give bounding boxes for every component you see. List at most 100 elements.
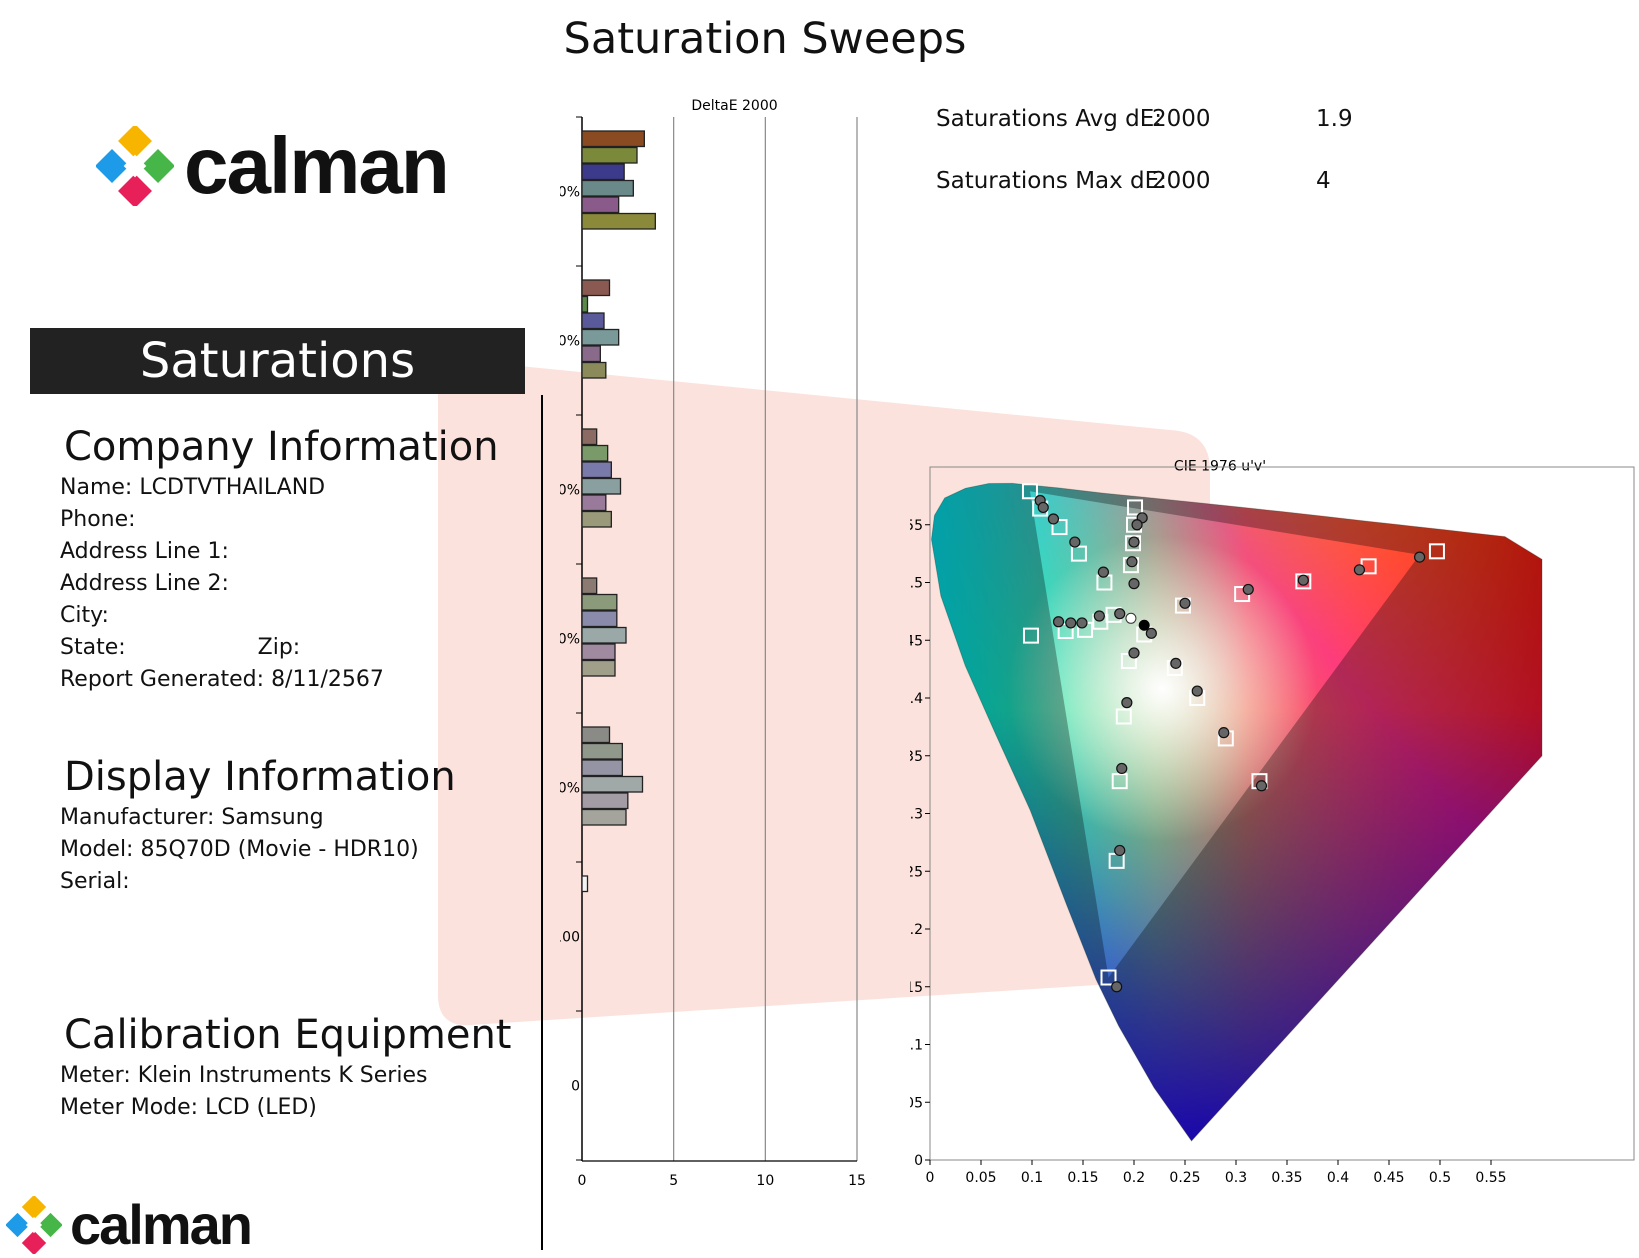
cie-y-tick-label: 0 [914, 1153, 923, 1169]
phone-label: Phone: [60, 507, 136, 532]
model-value: 85Q70D (Movie - HDR10) [140, 837, 419, 862]
max-de-standard: 2000 [1152, 168, 1211, 194]
cie-x-tick-label: 0.5 [1429, 1170, 1451, 1186]
measured-point [1128, 647, 1140, 659]
white-target-point [1125, 612, 1137, 624]
report-value: 8/11/2567 [271, 667, 384, 692]
avg-de-label: Saturations Avg dE: [936, 106, 1162, 132]
target-square [1127, 499, 1144, 516]
address1-label: Address Line 1: [60, 539, 229, 564]
target-square [1021, 483, 1038, 500]
deltae-bar [581, 875, 589, 893]
bar-category-label: 40% [560, 632, 580, 648]
display-info: Manufacturer: Samsung Model: 85Q70D (Mov… [60, 802, 419, 898]
measured-point [1069, 536, 1081, 548]
target-square [1428, 543, 1445, 560]
bar-category-label: 60% [560, 483, 580, 499]
measured-point [1114, 608, 1126, 620]
max-de-value: 4 [1316, 168, 1331, 194]
address2-label: Address Line 2: [60, 571, 229, 596]
state-label: State: [60, 635, 126, 660]
measured-point [1037, 501, 1049, 514]
name-value: LCDTVTHAILAND [139, 475, 326, 500]
deltae-bar [581, 610, 618, 628]
measured-point [1128, 536, 1140, 548]
measured-point [1076, 617, 1088, 629]
bar-category-label: 80% [560, 334, 580, 350]
model-label: Model: [60, 837, 134, 862]
target-square [1070, 545, 1087, 562]
measured-point [1145, 627, 1157, 639]
measured-point [1218, 727, 1230, 739]
cie-y-tick-label: 0.5 [910, 576, 923, 592]
cie-x-tick-label: 0.2 [1123, 1170, 1145, 1186]
calman-diamond-icon [96, 126, 174, 206]
bar-category-label: 0 [571, 1079, 580, 1095]
cie-y-tick-label: 0.3 [910, 807, 923, 823]
equipment-info: Meter: Klein Instruments K Series Meter … [60, 1060, 427, 1124]
measured-point [1114, 844, 1126, 857]
cie-x-tick-label: 0.05 [965, 1170, 996, 1186]
deltae-bar [581, 808, 627, 826]
measured-point [1065, 617, 1077, 629]
report-label: Report Generated: [60, 667, 265, 692]
meter-mode-value: LCD (LED) [205, 1095, 317, 1120]
page-title: Saturation Sweeps [563, 14, 967, 64]
deltae-bar [581, 643, 616, 661]
meter-label: Meter: [60, 1063, 131, 1088]
deltae-bar-chart: DeltaE 2000 0 5 10 15 100% 80% 60% 40% 20% 100 0 [560, 98, 866, 1189]
deltae-bar [581, 428, 598, 446]
equipment-heading: Calibration Equipment [64, 1012, 512, 1058]
measured-point [1242, 583, 1254, 596]
measured-point [1111, 981, 1123, 993]
deltae-bar [581, 345, 601, 363]
target-square [1100, 969, 1117, 986]
cie-x-tick-label: 0.35 [1271, 1170, 1302, 1186]
company-heading: Company Information [64, 424, 499, 470]
cie-y-tick-label: 0.45 [910, 633, 923, 649]
measured-point [1126, 556, 1138, 568]
deltae-bar [581, 361, 607, 379]
deltae-bar [581, 196, 620, 214]
cie-x-tick-label: 0 [926, 1170, 935, 1186]
meter-value: Klein Instruments K Series [137, 1063, 428, 1088]
vertical-divider [541, 395, 543, 1250]
bar-category-label: 100% [560, 185, 580, 201]
deltae-bar [581, 494, 607, 512]
calman-diamond-icon [6, 1195, 62, 1254]
measured-point [1353, 564, 1366, 576]
section-banner: Saturations [30, 328, 525, 394]
cie-x-tick-label: 0.1 [1021, 1170, 1043, 1186]
cie-y-tick-label: 0.15 [910, 980, 923, 996]
display-heading: Display Information [64, 754, 456, 800]
deltae-bar [581, 328, 620, 346]
deltae-bar [581, 179, 634, 197]
deltae-bar [581, 146, 638, 164]
cie-y-tick-label: 0.35 [910, 749, 923, 765]
target-square [1111, 773, 1128, 790]
deltae-bar [581, 726, 611, 744]
cie-y-tick-label: 0.2 [910, 922, 923, 938]
bar-x-tick-label: 10 [756, 1173, 774, 1189]
measured-point [1047, 513, 1060, 525]
measured-point [1128, 578, 1140, 590]
measured-point [1414, 551, 1426, 563]
deltae-bar [581, 792, 629, 810]
company-info: Name: LCDTVTHAILAND Phone: Address Line … [60, 472, 384, 696]
target-square [1124, 535, 1141, 552]
calman-logo-small: calman [6, 1192, 253, 1257]
cie-y-tick-label: 0.05 [910, 1095, 923, 1111]
deltae-bar [581, 593, 618, 611]
bar-chart-title: DeltaE 2000 [691, 98, 777, 114]
cie-y-tick-label: 0.1 [910, 1038, 923, 1054]
deltae-bar [581, 312, 605, 330]
deltae-bar [581, 212, 656, 230]
serial-label: Serial: [60, 869, 130, 894]
measured-point [1097, 566, 1109, 578]
manufacturer-value: Samsung [221, 805, 324, 830]
target-square [1295, 573, 1312, 590]
deltae-bar [581, 444, 609, 462]
target-square [1115, 708, 1132, 725]
measured-point [1116, 762, 1128, 775]
measured-point [1121, 697, 1133, 709]
